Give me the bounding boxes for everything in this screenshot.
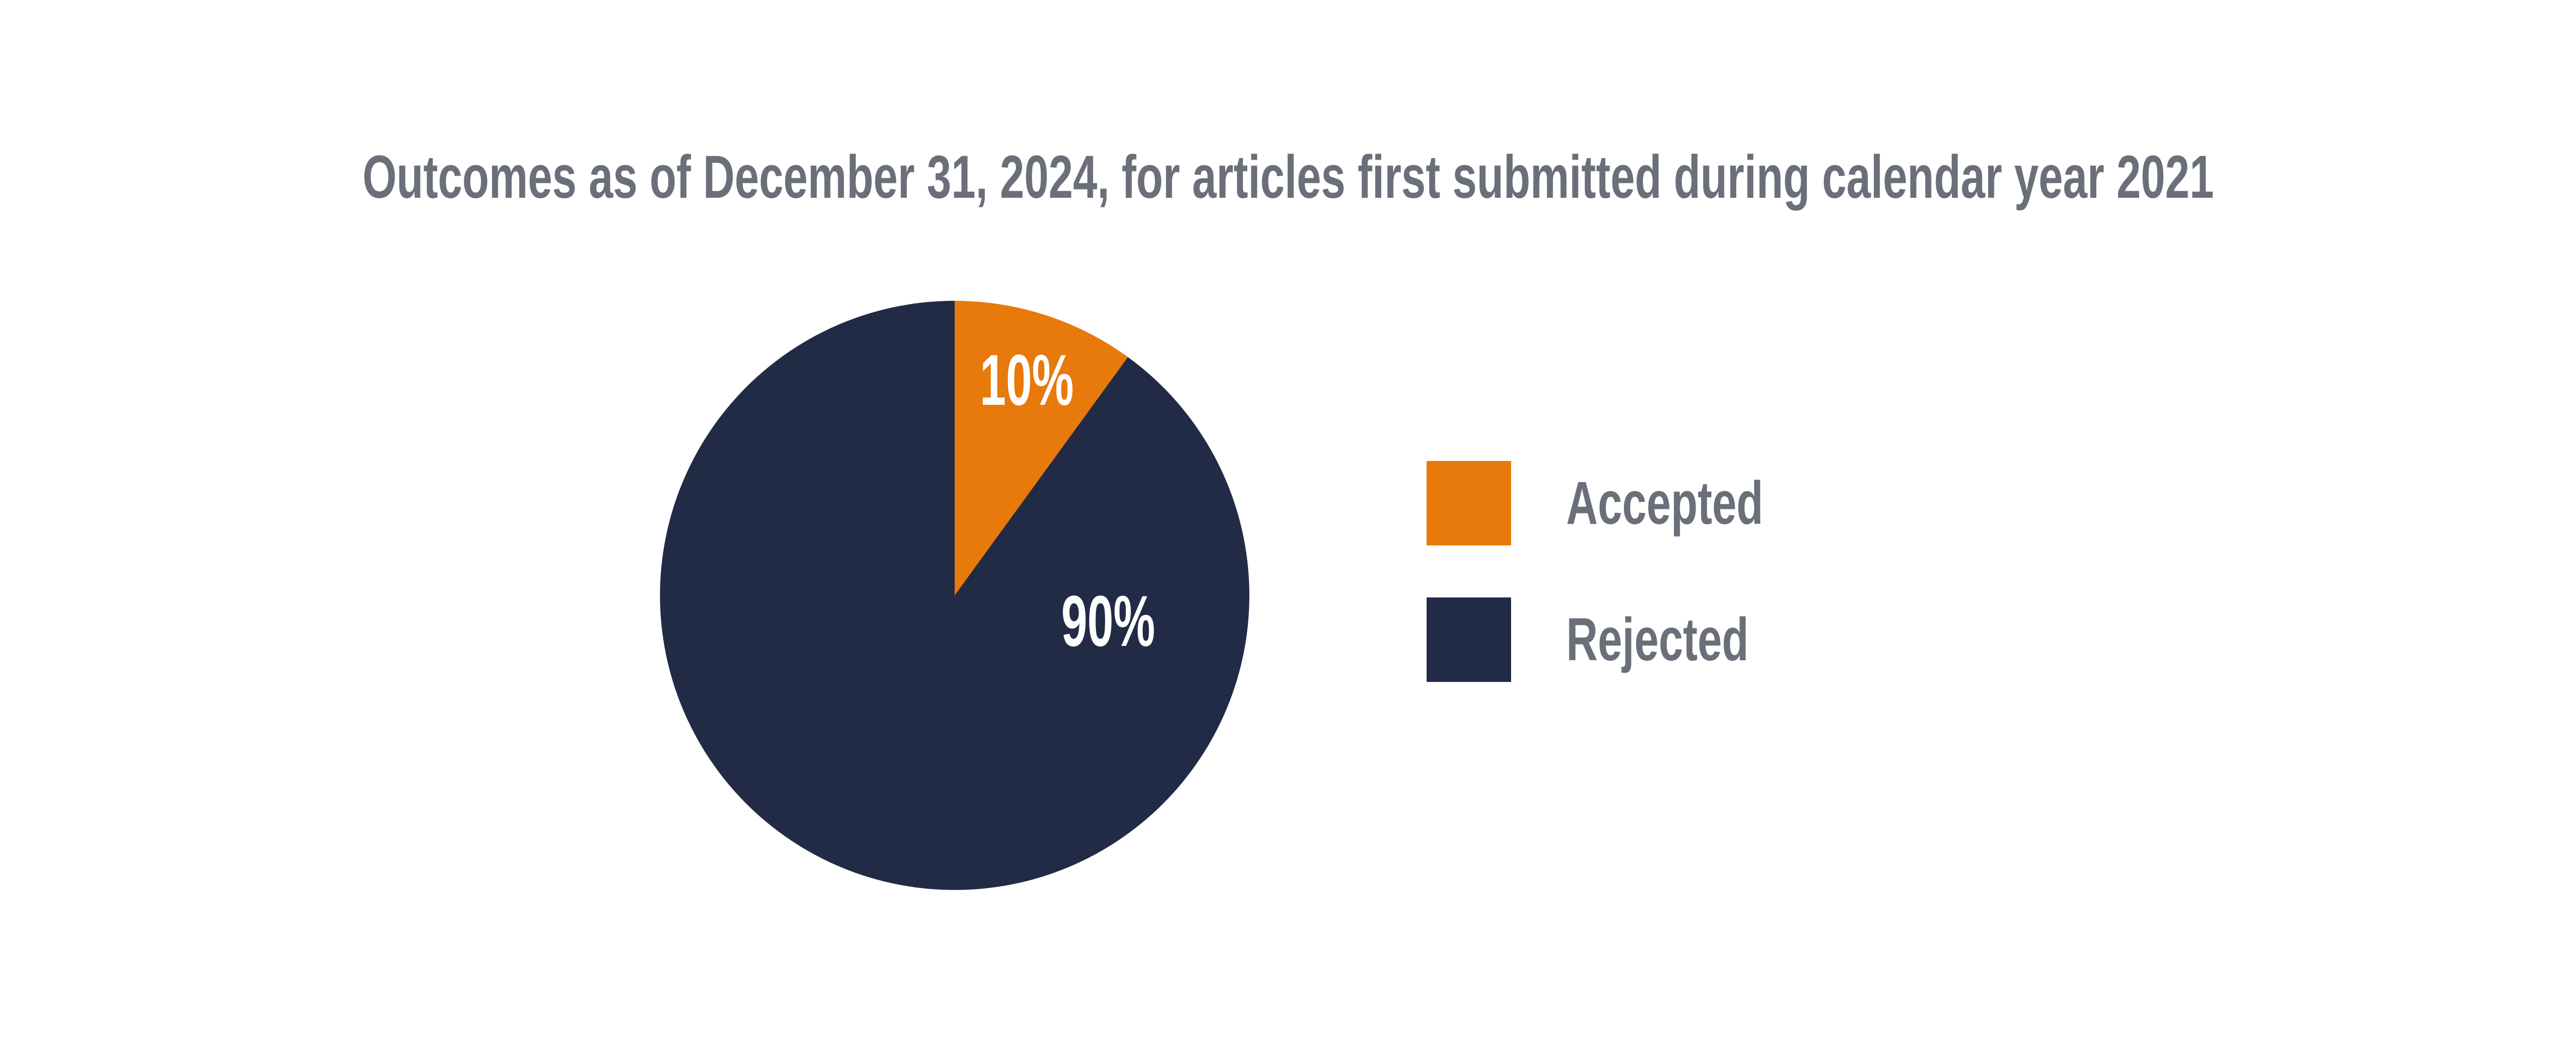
chart-title: Outcomes as of December 31, 2024, for ar…	[0, 147, 2576, 208]
legend-label-accepted: Accepted	[1566, 461, 1840, 545]
legend-label-accepted-text: Accepted	[1566, 469, 1764, 537]
slice-label-rejected: 90%	[1036, 585, 1180, 657]
legend-swatch-rejected	[1427, 597, 1511, 682]
slice-label-rejected-text: 90%	[1061, 580, 1156, 661]
legend-label-rejected-text: Rejected	[1566, 606, 1749, 674]
slice-label-accepted-text: 10%	[979, 339, 1074, 420]
legend-label-rejected: Rejected	[1566, 597, 1820, 682]
slice-label-accepted: 10%	[955, 344, 1099, 416]
chart-title-text: Outcomes as of December 31, 2024, for ar…	[362, 143, 2214, 211]
legend-swatch-accepted	[1427, 461, 1511, 545]
pie-chart	[660, 301, 1249, 890]
